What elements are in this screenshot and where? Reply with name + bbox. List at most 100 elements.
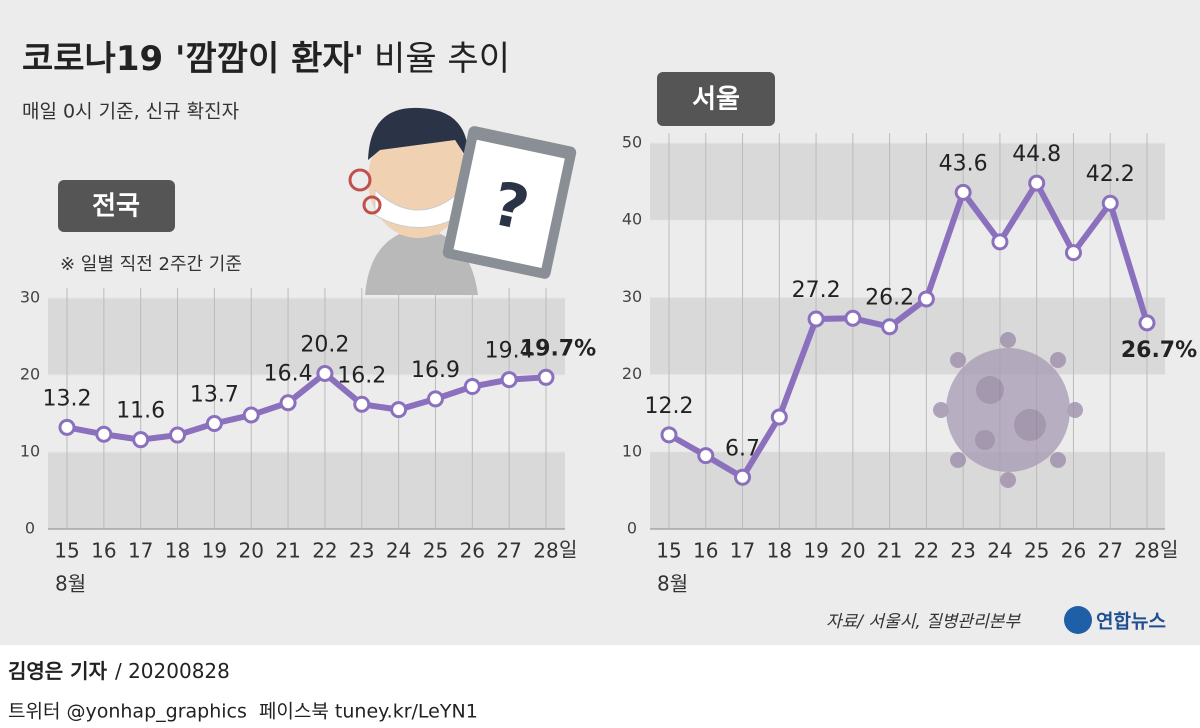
author: 김영은 기자: [8, 659, 108, 683]
title: 코로나19 '깜깜이 환자' 비율 추이: [22, 39, 510, 79]
value-label: 42.2: [1086, 162, 1135, 187]
grid-band: [48, 452, 565, 529]
x-tick-label: 20: [840, 539, 865, 563]
illustration: ?: [348, 107, 577, 295]
marker: [132, 431, 150, 449]
x-tick-label: 20: [239, 539, 264, 563]
x-unit: 일: [559, 538, 577, 562]
marker: [95, 425, 113, 443]
x-tick-label: 26: [1061, 539, 1086, 563]
marker: [734, 468, 752, 486]
y-tick-label: 10: [20, 442, 40, 461]
value-label: 19.7%: [520, 336, 596, 361]
y-tick-label: 50: [622, 133, 642, 152]
marker: [917, 290, 935, 308]
x-unit: 일: [1160, 538, 1178, 562]
marker: [807, 310, 825, 328]
value-label: 16.9: [411, 358, 460, 383]
logo: 연합뉴스: [1096, 611, 1166, 633]
chart-label: 서울: [692, 85, 740, 115]
value-label: 26.7%: [1121, 338, 1197, 363]
marker: [353, 395, 371, 413]
x-tick-label: 19: [202, 539, 227, 563]
grid-band: [48, 298, 565, 375]
x-tick-label: 24: [386, 539, 411, 563]
x-tick-label: 19: [803, 539, 828, 563]
logo-icon: [1064, 606, 1092, 634]
source: 자료/ 서울시, 질병관리본부: [826, 612, 1021, 632]
value-label: 13.7: [190, 383, 239, 408]
label-box: [58, 180, 175, 232]
marker: [279, 394, 297, 412]
value-label: 19.4: [485, 339, 534, 364]
marker: [390, 401, 408, 419]
marker: [1064, 244, 1082, 262]
title-bold: 코로나19 '깜깜이 환자': [22, 39, 364, 79]
x-tick-label: 15: [656, 539, 681, 563]
marker: [500, 371, 518, 389]
marker: [770, 408, 788, 426]
x-tick-label: 21: [275, 539, 300, 563]
x-tick-label: 17: [128, 539, 153, 563]
marker: [426, 390, 444, 408]
marker: [537, 368, 555, 386]
virus-illustration: [933, 332, 1083, 488]
x-tick-label: 25: [423, 539, 448, 563]
x-tick-label: 28: [533, 539, 558, 563]
marker: [463, 378, 481, 396]
y-tick-label: 30: [20, 288, 40, 307]
value-label: 6.7: [725, 436, 760, 461]
x-tick-label: 15: [54, 539, 79, 563]
x-tick-label: 27: [496, 539, 521, 563]
marker: [660, 426, 678, 444]
value-label: 16.4: [264, 362, 313, 387]
x-tick-label: 24: [987, 539, 1012, 563]
label-box: [657, 72, 775, 126]
y-tick-label: 0: [25, 519, 35, 538]
x-tick-label: 27: [1098, 539, 1123, 563]
marker: [242, 406, 260, 424]
byline: 김영은 기자 / 20200828: [8, 659, 230, 683]
date: / 20200828: [115, 659, 230, 683]
subtitle: 매일 0시 기준, 신규 확진자: [22, 101, 239, 123]
value-label: 13.2: [43, 386, 92, 411]
marker: [991, 233, 1009, 251]
chart-label: 전국: [92, 192, 140, 222]
marker: [697, 447, 715, 465]
marker: [881, 318, 899, 336]
social: 트위터 @yonhap_graphics 페이스북 tuney.kr/LeYN1: [8, 701, 478, 723]
value-label: 27.2: [792, 278, 841, 303]
marker: [1101, 194, 1119, 212]
y-tick-label: 30: [622, 287, 642, 306]
y-tick-label: 20: [20, 365, 40, 384]
x-tick-label: 17: [730, 539, 755, 563]
marker: [205, 415, 223, 433]
x-tick-label: 18: [767, 539, 792, 563]
value-label: 20.2: [300, 332, 349, 357]
x-tick-label: 16: [91, 539, 116, 563]
x-tick-label: 21: [877, 539, 902, 563]
chart-note: ※ 일별 직전 2주간 기준: [60, 254, 242, 275]
x-tick-label: 16: [693, 539, 718, 563]
marker: [1028, 174, 1046, 192]
marker: [954, 183, 972, 201]
x-tick-label: 26: [460, 539, 485, 563]
value-label: 44.8: [1012, 142, 1061, 167]
value-label: 16.2: [337, 363, 386, 388]
y-tick-label: 20: [622, 364, 642, 383]
marker: [1138, 314, 1156, 332]
x-tick-label: 18: [165, 539, 190, 563]
y-tick-label: 0: [627, 519, 637, 538]
x-tick-label: 23: [349, 539, 374, 563]
line: [667, 180, 1150, 481]
y-tick-label: 10: [622, 441, 642, 460]
value-label: 12.2: [645, 394, 694, 419]
marker: [169, 426, 187, 444]
grid-band: [650, 143, 1165, 221]
value-label: 11.6: [116, 399, 165, 424]
marker: [844, 309, 862, 327]
y-tick-label: 40: [622, 210, 642, 229]
grid-band: [650, 451, 1165, 529]
x-tick-label: 28: [1134, 539, 1159, 563]
